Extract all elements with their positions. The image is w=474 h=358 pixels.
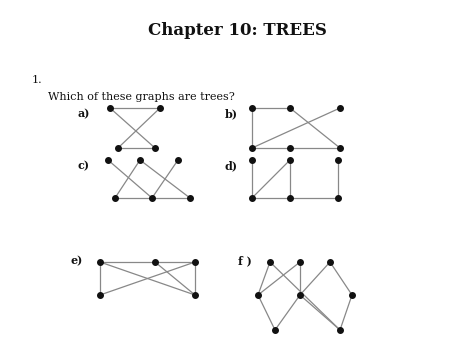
Text: e): e) [71, 255, 83, 266]
Text: 1.: 1. [32, 75, 43, 85]
Text: b): b) [225, 108, 238, 119]
Text: d): d) [225, 160, 238, 171]
Text: Which of these graphs are trees?: Which of these graphs are trees? [48, 92, 235, 102]
Text: Chapter 10: TREES: Chapter 10: TREES [147, 22, 327, 39]
Text: f ): f ) [238, 255, 252, 266]
Text: a): a) [78, 108, 90, 119]
Text: c): c) [78, 160, 90, 171]
